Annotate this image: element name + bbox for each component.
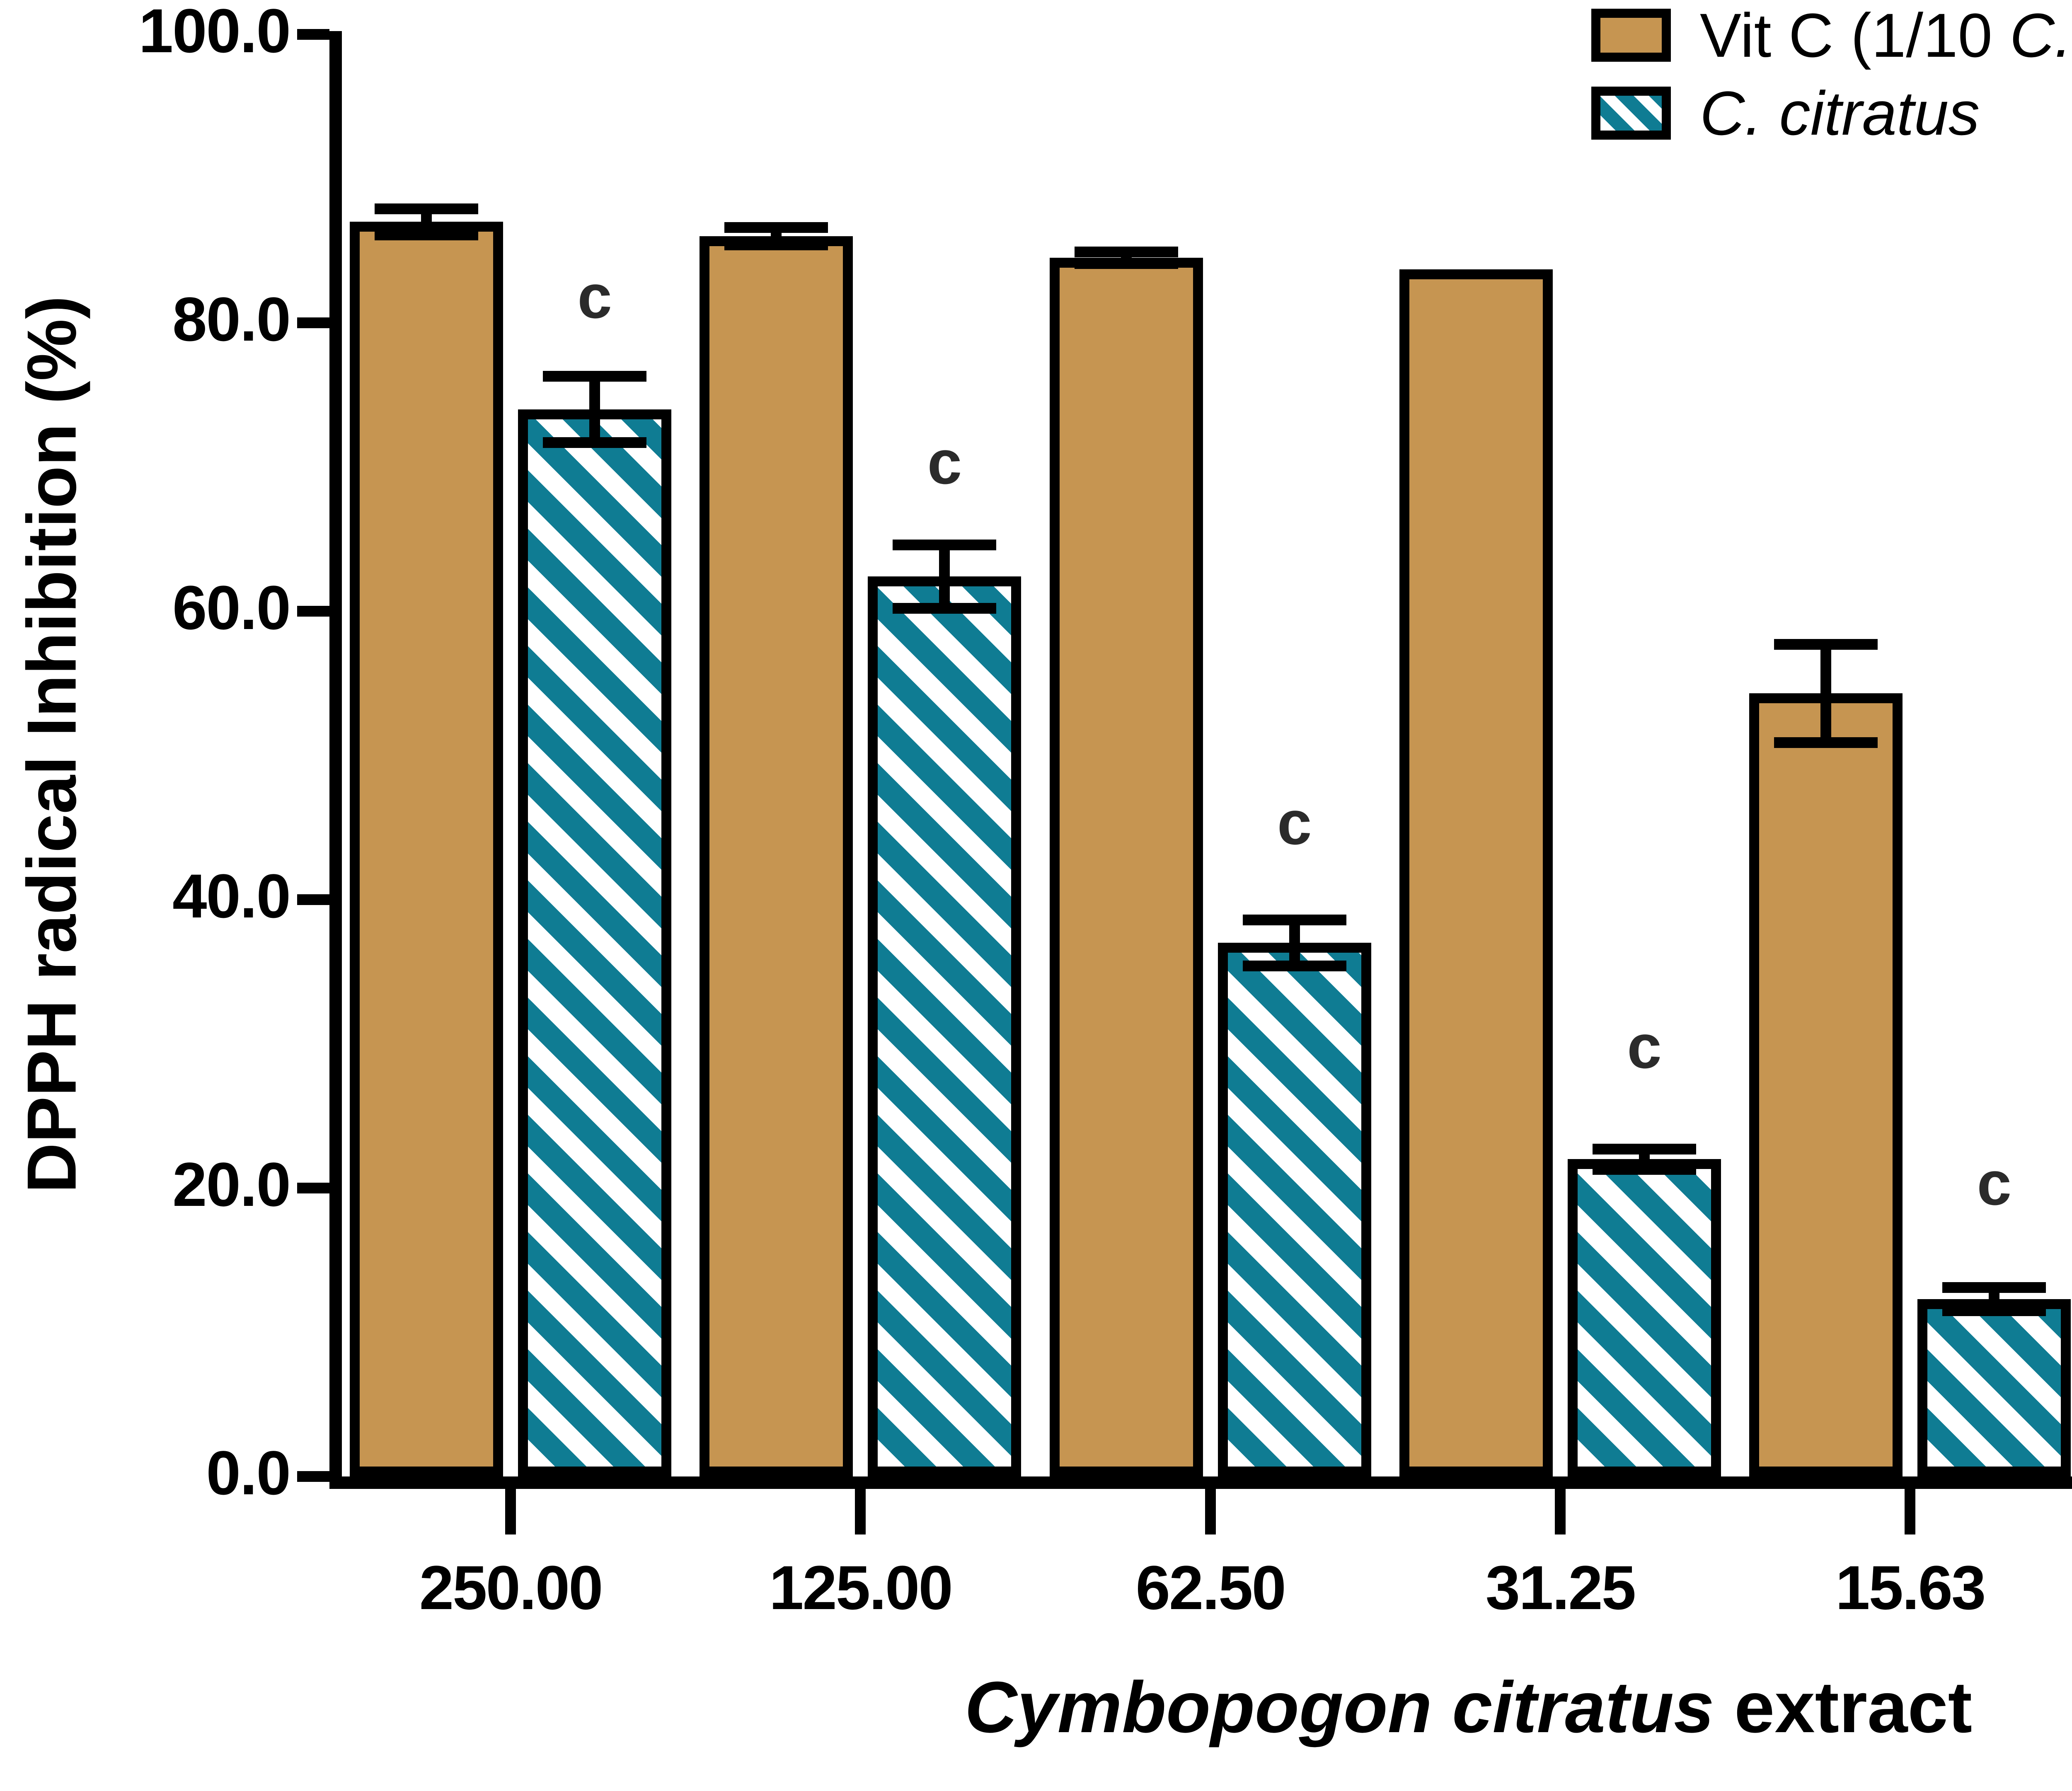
- x-axis-tick-label: 62.50: [1135, 1553, 1286, 1622]
- bar-vitc[interactable]: [350, 222, 503, 1476]
- significance-letter: c: [927, 427, 962, 497]
- y-axis-spine: [329, 31, 342, 1480]
- legend-label-ccitratus: C. citratus: [1700, 82, 1980, 144]
- x-axis-tick-label: 250.00: [419, 1553, 603, 1622]
- x-axis-tick: [855, 1489, 866, 1534]
- y-axis-tick: [297, 1183, 329, 1193]
- bar-vitc[interactable]: [1399, 269, 1553, 1476]
- y-axis-tick-label: 60.0: [172, 573, 291, 642]
- significance-letter: c: [1977, 1148, 2011, 1218]
- error-bar-cap: [1242, 961, 1346, 972]
- bar-vitc[interactable]: [1749, 693, 1903, 1476]
- error-bar-cap: [724, 222, 828, 233]
- error-bar-cap: [893, 603, 997, 614]
- legend-item-ccitratus[interactable]: C. citratus: [1591, 82, 2072, 144]
- significance-letter: c: [577, 261, 612, 331]
- error-bar: [939, 545, 950, 609]
- error-bar-cap: [1942, 1282, 2046, 1293]
- x-axis-tick: [1905, 1489, 1916, 1534]
- error-bar-cap: [1074, 258, 1178, 269]
- y-axis-tick-label: 40.0: [172, 861, 291, 931]
- y-axis-tick: [297, 29, 329, 40]
- x-axis-tick-label: 31.25: [1485, 1553, 1636, 1622]
- legend-label-vitc-prefix: Vit C (1/10: [1700, 0, 2010, 70]
- error-bar-cap: [543, 437, 647, 448]
- y-axis-tick: [297, 317, 329, 328]
- error-bar-cap: [1774, 639, 1878, 650]
- y-axis-tick-label: 20.0: [172, 1150, 291, 1219]
- error-bar-cap: [375, 203, 479, 215]
- x-axis-tick-label: 125.00: [769, 1553, 953, 1622]
- bar-ccitratus[interactable]: [868, 576, 1021, 1476]
- legend-label-vitc: Vit C (1/10 C. citratus concentration): [1700, 4, 2072, 66]
- legend-swatch-vitc-icon: [1591, 9, 1671, 62]
- plot-area: ccccccc: [336, 34, 2072, 1476]
- x-axis-tick: [505, 1489, 516, 1534]
- y-axis-tick: [297, 894, 329, 905]
- legend-item-vitc[interactable]: Vit C (1/10 C. citratus concentration): [1591, 4, 2072, 66]
- y-axis-title: DPPH radical Inhibition (%): [12, 295, 91, 1193]
- y-axis-tick-label: 0.0: [206, 1438, 291, 1508]
- error-bar-cap: [1942, 1305, 2046, 1316]
- error-bar: [589, 376, 600, 443]
- bar-ccitratus[interactable]: [1917, 1299, 2071, 1476]
- bar-ccitratus[interactable]: [1218, 943, 1371, 1476]
- error-bar-cap: [1774, 737, 1878, 748]
- error-bar-cap: [724, 240, 828, 251]
- bar-ccitratus[interactable]: [1568, 1159, 1721, 1476]
- error-bar-cap: [1242, 914, 1346, 925]
- error-bar-cap: [1593, 1164, 1696, 1175]
- significance-letter: c: [1627, 1011, 1662, 1081]
- x-axis-tick-label: 15.63: [1835, 1553, 1986, 1622]
- x-axis-title-roman: extract: [1714, 1667, 1972, 1748]
- error-bar-cap: [375, 229, 479, 240]
- legend: Vit C (1/10 C. citratus concentration) C…: [1591, 4, 2072, 160]
- legend-swatch-ccitratus-icon: [1591, 87, 1671, 140]
- y-axis-tick: [297, 606, 329, 617]
- y-axis-tick-label: 80.0: [172, 284, 291, 354]
- x-axis-spine: [329, 1476, 2072, 1489]
- error-bar: [1820, 644, 1832, 743]
- x-axis-title-italic: Cymbopogon citratus: [965, 1667, 1714, 1748]
- error-bar-cap: [1074, 247, 1178, 258]
- y-axis-tick: [297, 1471, 329, 1482]
- bar-ccitratus[interactable]: [518, 409, 672, 1476]
- x-axis-tick: [1205, 1489, 1216, 1534]
- error-bar-cap: [893, 539, 997, 550]
- legend-label-vitc-italic: C. citratus: [2009, 0, 2072, 70]
- error-bar-cap: [1593, 1144, 1696, 1155]
- legend-label-ccitratus-italic: C. citratus: [1700, 78, 1980, 148]
- bar-vitc[interactable]: [700, 236, 853, 1476]
- error-bar: [1289, 920, 1300, 966]
- bar-vitc[interactable]: [1049, 258, 1203, 1476]
- significance-letter: c: [1277, 788, 1312, 858]
- x-axis-title: Cymbopogon citratus extract: [0, 1666, 2072, 1749]
- error-bar-cap: [543, 370, 647, 382]
- x-axis-tick: [1555, 1489, 1566, 1534]
- y-axis-tick-label: 100.0: [138, 0, 291, 65]
